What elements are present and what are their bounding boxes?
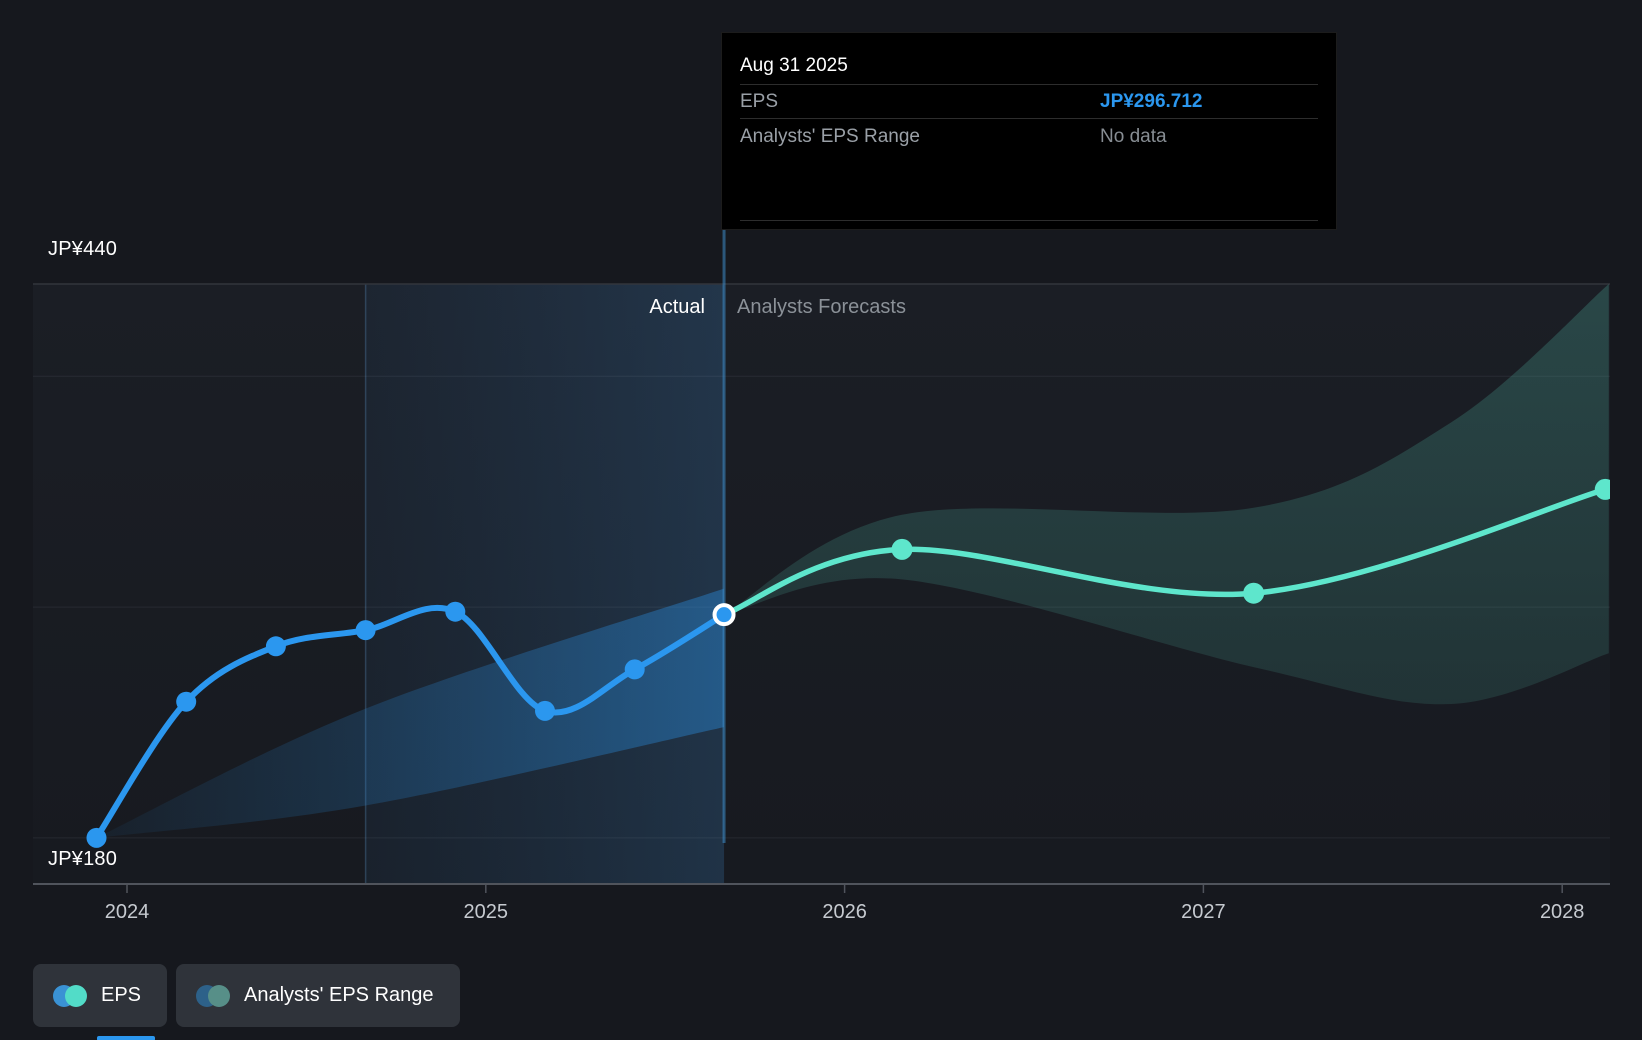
legend-analysts-range-label: Analysts' EPS Range [244, 984, 434, 1006]
tooltip-divider [740, 220, 1318, 221]
actual-point [86, 827, 107, 848]
forecast-point [1594, 478, 1610, 500]
legend-eps-label: EPS [101, 984, 142, 1006]
tooltip-eps-label: EPS [740, 91, 779, 112]
tooltip-divider [740, 84, 1318, 85]
tooltip-divider [740, 118, 1318, 119]
eps-forecast-line [721, 486, 1609, 618]
tooltip-range-label: Analysts' EPS Range [740, 126, 920, 147]
forecast-point [1243, 582, 1265, 604]
legend-eps-chip[interactable]: EPS [33, 964, 168, 1027]
x-axis-label-2025: 2025 [463, 901, 509, 923]
actual-label: Actual [649, 296, 705, 318]
x-axis-label-2028: 2028 [1539, 901, 1585, 923]
forecasts-label: Analysts Forecasts [737, 296, 906, 318]
tooltip-date: Aug 31 2025 [740, 55, 848, 76]
tooltip-range-value: No data [1100, 126, 1167, 147]
actual-point [624, 659, 645, 680]
tooltip-eps-value: JP¥296.712 [1100, 91, 1203, 112]
eps-legend-dots-icon [53, 984, 87, 1007]
forecast-range-band [724, 284, 1609, 705]
actual-point [265, 636, 286, 657]
selected-point [712, 603, 736, 627]
x-axis-label-2027: 2027 [1181, 901, 1226, 923]
tooltip: Aug 31 2025 EPS JP¥296.712 Analysts' EPS… [721, 32, 1337, 230]
legend: EPS Analysts' EPS Range [33, 964, 460, 1027]
actual-point [176, 691, 197, 712]
actual-point [355, 620, 376, 641]
y-axis-label-min: JP¥180 [48, 848, 118, 870]
analysts-range-legend-dots-icon [196, 984, 231, 1007]
x-axis-label-2024: 2024 [104, 901, 150, 923]
historical-range-band [96, 588, 724, 838]
y-axis-label-max: JP¥440 [48, 238, 118, 260]
x-axis-label-2026: 2026 [822, 901, 867, 923]
legend-analysts-range-chip[interactable]: Analysts' EPS Range [176, 964, 460, 1027]
forecast-point [891, 538, 913, 560]
bottom-scroll-indicator[interactable] [97, 1036, 155, 1040]
actual-point [445, 601, 466, 622]
actual-point [535, 700, 556, 721]
